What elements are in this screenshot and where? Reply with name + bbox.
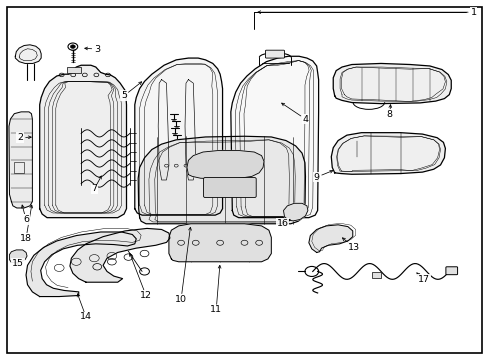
Text: 13: 13 (347, 243, 360, 252)
Circle shape (70, 45, 75, 48)
Polygon shape (186, 150, 264, 179)
FancyBboxPatch shape (203, 177, 256, 198)
Text: 12: 12 (140, 291, 152, 300)
Text: 15: 15 (12, 259, 24, 268)
Text: 18: 18 (20, 234, 32, 243)
Text: 6: 6 (23, 215, 29, 224)
Polygon shape (283, 203, 307, 221)
Text: 5: 5 (121, 91, 127, 100)
Polygon shape (9, 250, 27, 262)
Polygon shape (9, 112, 32, 208)
FancyBboxPatch shape (371, 272, 380, 278)
Polygon shape (26, 232, 136, 297)
Polygon shape (70, 228, 169, 282)
Text: 7: 7 (91, 184, 97, 193)
Text: 16: 16 (276, 219, 288, 228)
Text: 11: 11 (210, 305, 222, 314)
Text: 2: 2 (17, 133, 23, 142)
Polygon shape (168, 224, 271, 262)
Text: 8: 8 (386, 110, 392, 119)
Polygon shape (15, 45, 41, 63)
Polygon shape (332, 63, 450, 104)
Text: 14: 14 (80, 312, 92, 321)
FancyBboxPatch shape (265, 50, 284, 58)
Text: 17: 17 (417, 275, 429, 284)
Text: 1: 1 (469, 7, 476, 17)
FancyBboxPatch shape (67, 67, 81, 73)
Polygon shape (138, 136, 305, 224)
Polygon shape (40, 65, 126, 218)
Text: 4: 4 (302, 114, 308, 123)
Polygon shape (230, 56, 318, 218)
Text: 10: 10 (175, 294, 187, 303)
Polygon shape (135, 58, 222, 215)
Text: 3: 3 (94, 45, 100, 54)
Text: 1: 1 (470, 8, 476, 17)
FancyBboxPatch shape (445, 267, 457, 275)
Text: 9: 9 (313, 173, 319, 182)
Polygon shape (308, 225, 352, 252)
Polygon shape (330, 133, 445, 174)
